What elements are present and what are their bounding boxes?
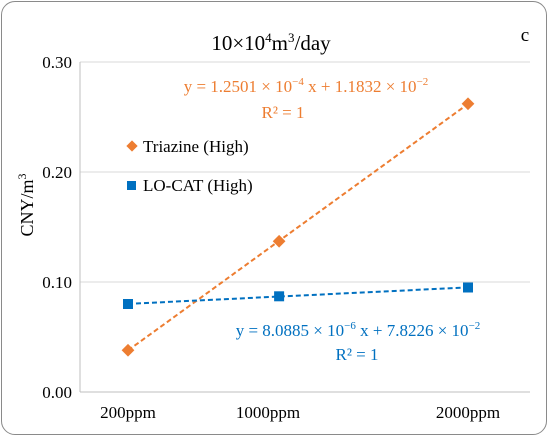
y-tick-label: 0.30 xyxy=(42,53,72,72)
y-tick-label: 0.10 xyxy=(42,273,72,292)
legend-locat-marker xyxy=(127,181,136,190)
x-tick-label: 200ppm xyxy=(100,403,156,422)
y-tick-label: 0.20 xyxy=(42,163,72,182)
triazine-point xyxy=(121,343,135,357)
trendline-locat xyxy=(127,286,469,305)
locat-r2: R² = 1 xyxy=(335,345,378,364)
trendlines xyxy=(127,103,469,352)
triazine-equation: y = 1.2501 × 10−4 x + 1.1832 × 10−2 xyxy=(184,76,429,96)
x-tick-label: 2000ppm xyxy=(436,403,500,422)
y-tick-label: 0.00 xyxy=(42,383,72,402)
legend-locat-label: LO-CAT (High) xyxy=(143,176,253,195)
chart-title: 10×104m3/day xyxy=(211,30,331,55)
y-tick-labels: 0.00 0.10 0.20 0.30 xyxy=(42,53,72,402)
locat-point xyxy=(274,291,285,302)
panel-letter: c xyxy=(521,25,529,46)
axes xyxy=(79,62,530,393)
x-tick-labels: 200ppm 1000ppm 2000ppm xyxy=(100,403,500,422)
gridlines xyxy=(80,61,530,283)
trendline-triazine xyxy=(127,103,469,352)
data-points xyxy=(121,97,475,357)
x-tick-label: 1000ppm xyxy=(236,403,300,422)
y-axis-label: CNY/m3 xyxy=(15,173,37,236)
triazine-point xyxy=(272,234,286,248)
locat-point xyxy=(123,299,133,309)
legend: Triazine (High) LO-CAT (High) xyxy=(126,137,253,195)
triazine-point xyxy=(461,97,475,111)
locat-equation: y = 8.0885 × 10−6 x + 7.8226 × 10−2 xyxy=(236,320,481,340)
locat-point xyxy=(463,282,473,293)
legend-triazine-marker xyxy=(126,140,138,152)
legend-triazine-label: Triazine (High) xyxy=(143,137,249,156)
triazine-r2: R² = 1 xyxy=(261,103,304,122)
